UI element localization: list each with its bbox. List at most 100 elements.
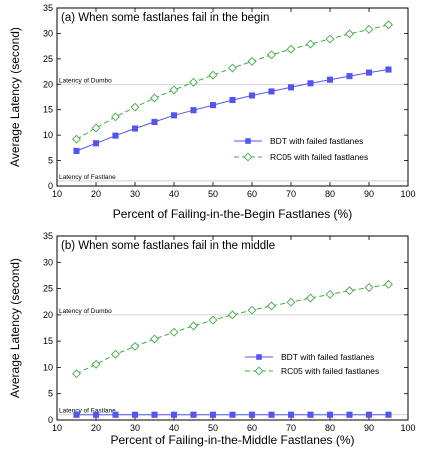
data-point [306,293,315,303]
x-tick-label: 20 [91,423,101,433]
data-point [365,69,373,76]
y-tick-label: 30 [43,28,53,38]
y-tick-label: 20 [43,79,53,89]
x-tick-label: 10 [52,189,62,199]
data-point [346,73,353,80]
data-point [72,369,81,379]
data-point [151,411,158,418]
x-tick-label: 90 [364,189,374,199]
data-point [209,102,217,109]
data-point [365,411,373,418]
data-point [286,44,296,54]
y-tick-label: 25 [43,284,53,294]
data-point [73,411,80,418]
chart-title: (a) When some fastlanes fail in the begi… [61,12,269,24]
series-line [76,283,389,375]
data-point [92,140,100,147]
y-tick-label: 25 [43,54,53,64]
data-point [384,279,393,289]
data-point [345,286,354,296]
data-point [73,147,80,154]
data-point [307,411,314,418]
x-tick-label: 60 [247,423,257,433]
x-axis-label: Percent of Failing-in-the-Middle Fastlan… [110,433,354,447]
y-tick-label: 5 [48,156,53,166]
data-point [169,327,179,337]
x-tick-label: 80 [325,189,335,199]
y-tick-label: 0 [48,415,53,425]
data-point [268,88,275,95]
chart-title: (b) When some fastlanes fail in the midd… [61,240,275,252]
data-point [287,411,295,418]
data-point [189,77,198,87]
data-point [190,107,197,114]
x-tick-label: 60 [247,189,257,199]
x-tick-label: 30 [130,189,140,199]
data-point [91,359,101,369]
data-point [307,80,314,87]
plot-frame [56,7,409,187]
y-tick-label: 20 [43,310,53,320]
y-tick-label: 10 [43,130,53,140]
reference-line-label: Latency of Fastlane [59,408,116,415]
x-tick-label: 10 [52,423,62,433]
chart-a: Latency of Dumbo Latency of Fastlane 10 20 3… [8,3,416,221]
legend-label: BDT with failed fastlanes [281,352,374,362]
data-point [287,84,295,91]
x-axis-label: Percent of Failing-in-the-Begin Fastlane… [113,207,352,221]
x-tick-label: 50 [208,423,218,433]
data-point [364,24,374,34]
data-point [286,297,296,307]
data-point [131,125,139,132]
data-point [248,411,256,418]
data-point [229,411,236,418]
data-point [169,85,179,95]
data-point [92,411,100,418]
y-tick-label: 0 [48,181,53,191]
y-tick-label: 10 [43,362,53,372]
data-point [346,411,353,418]
data-point [306,39,315,49]
data-point [151,118,158,125]
x-tick-label: 50 [208,189,218,199]
legend-marker [243,152,253,162]
legend-marker [245,138,251,144]
data-point [345,29,354,39]
data-point [385,66,392,73]
x-tick-label: 100 [400,423,415,433]
data-point [209,411,217,418]
y-tick-label: 30 [43,257,53,267]
data-point [190,411,197,418]
data-point [112,411,119,418]
data-point [111,349,120,359]
data-point [208,70,218,80]
data-point [384,20,393,30]
x-tick-label: 40 [169,189,179,199]
y-tick-label: 15 [43,336,53,346]
data-point [170,411,178,418]
data-point [150,334,159,344]
x-tick-label: 20 [91,189,101,199]
plot-frame [56,235,409,421]
y-tick-label: 35 [43,231,53,241]
x-tick-label: 80 [325,423,335,433]
data-point [364,283,374,292]
y-tick-label: 35 [43,3,53,13]
x-tick-label: 100 [400,189,415,199]
data-point [229,97,236,104]
x-tick-label: 70 [286,423,296,433]
x-tick-label: 70 [286,189,296,199]
data-point [247,305,257,315]
data-point [267,301,276,311]
chart-b: Latency of Dumbo Latency of Fastlane 10 20 3… [8,231,416,447]
data-point [130,102,140,112]
y-axis-label: Average Latency (second) [8,258,22,398]
data-point [385,411,392,418]
data-point [326,76,334,83]
legend-label: BDT with failed fastlanes [270,136,363,146]
legend-marker [256,354,262,360]
data-point [131,411,139,418]
data-point [189,321,198,331]
reference-line-label: Latency of Fastlane [59,174,116,181]
data-point [150,93,159,103]
